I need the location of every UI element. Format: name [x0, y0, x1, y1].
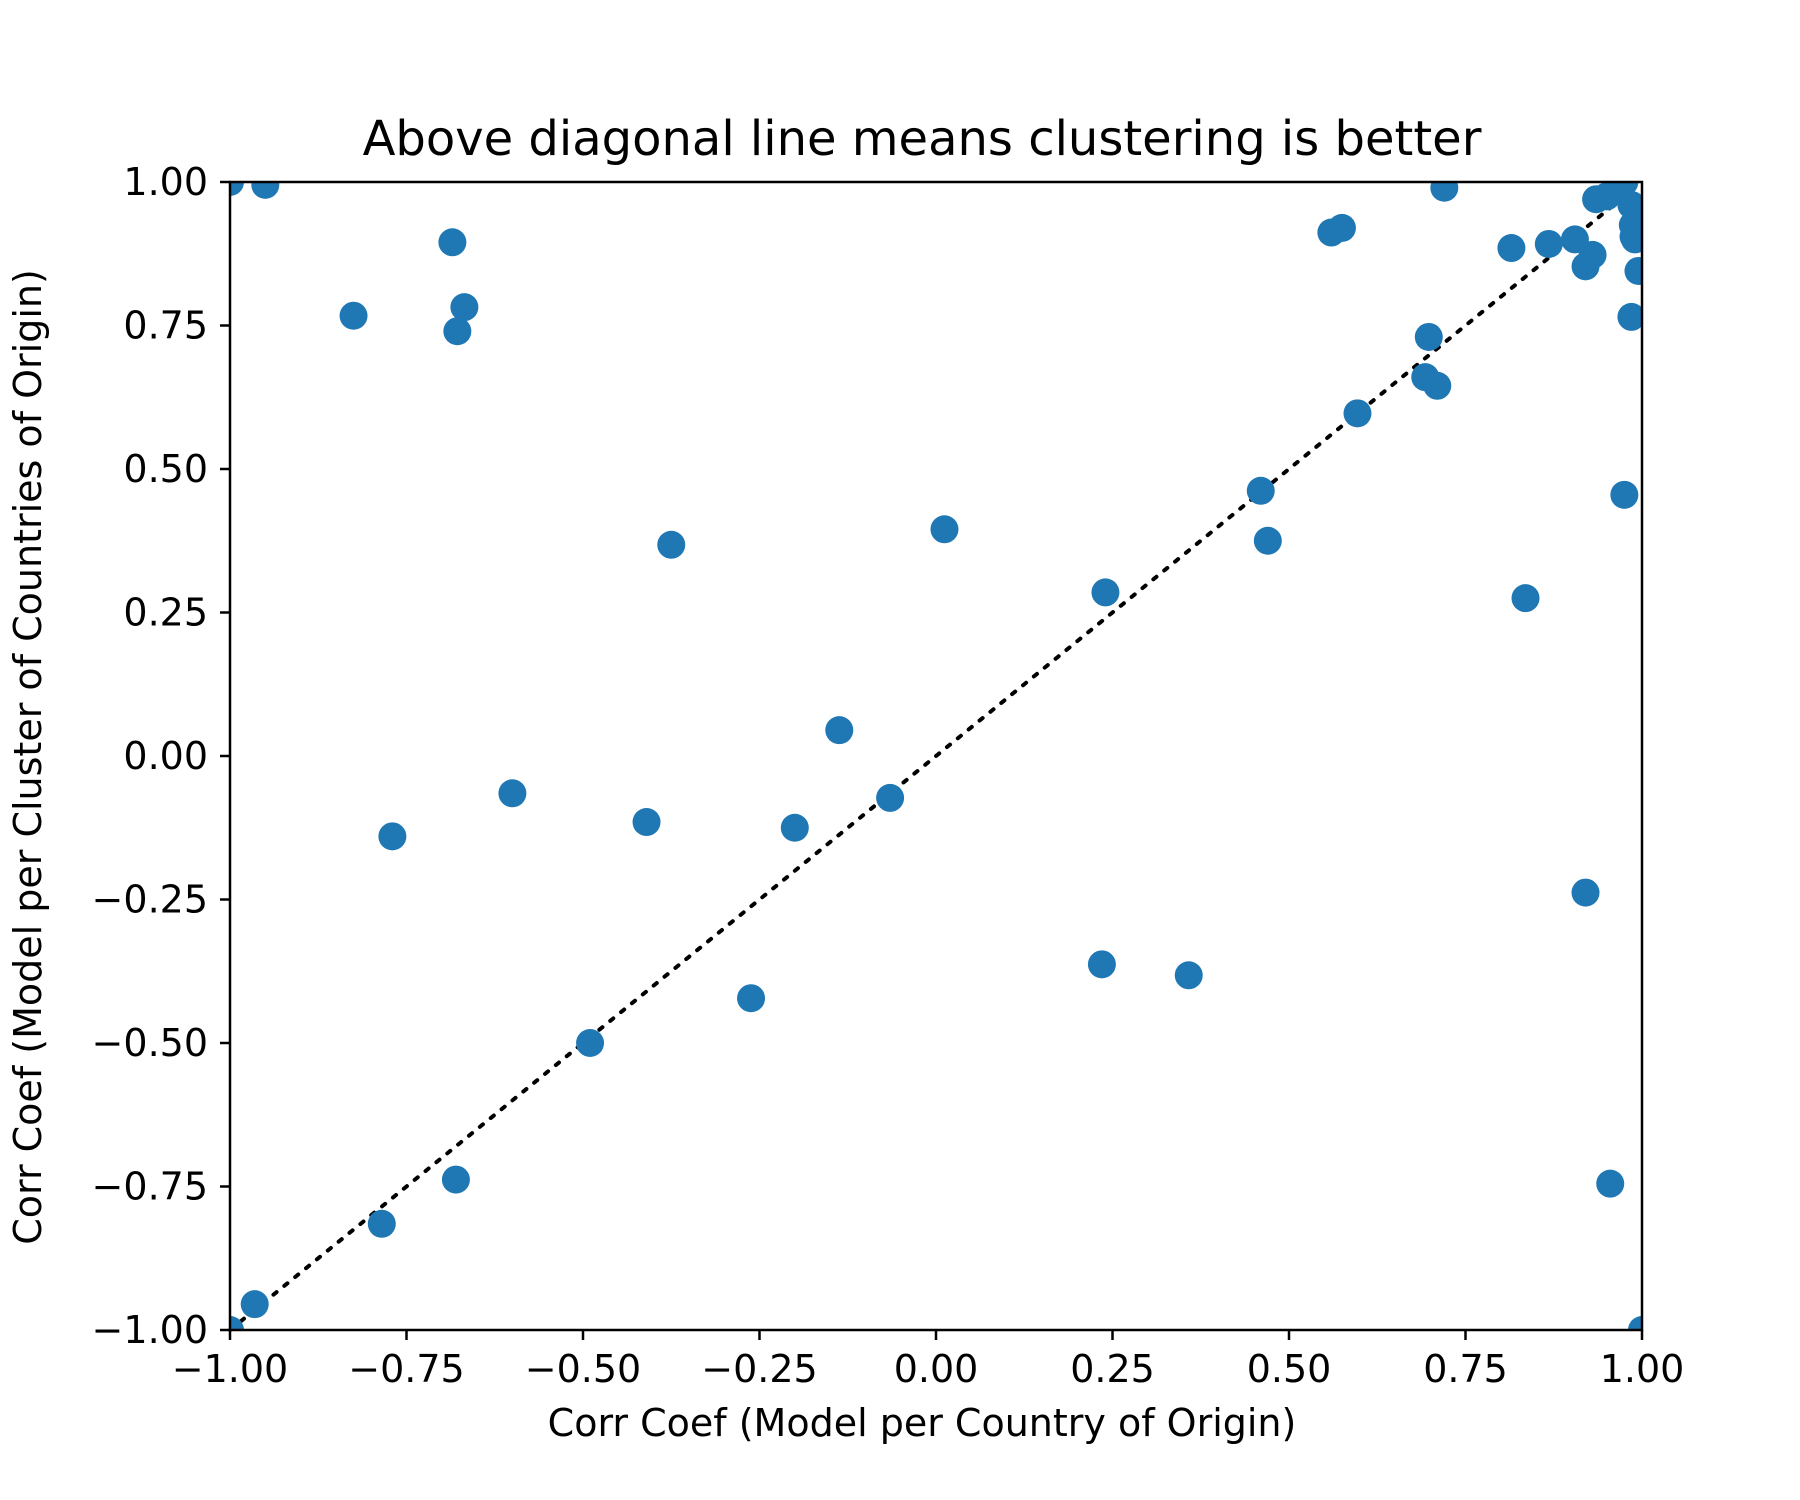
scatter-point — [1511, 584, 1540, 613]
x-tick-label: 0.25 — [1070, 1347, 1155, 1391]
scatter-point — [1497, 234, 1526, 263]
scatter-point — [498, 779, 527, 808]
scatter-point — [1617, 302, 1642, 331]
scatter-point — [1414, 322, 1443, 351]
x-tick-label: −0.75 — [348, 1347, 464, 1391]
scatter-point — [1534, 229, 1563, 258]
scatter-point — [438, 228, 467, 257]
scatter-point — [1430, 182, 1459, 202]
scatter-point — [1571, 252, 1600, 281]
scatter-point — [825, 716, 854, 745]
scatter-point — [1610, 480, 1639, 509]
scatter-point — [1596, 1169, 1625, 1198]
scatter-point — [1423, 371, 1452, 400]
scatter-point — [1253, 526, 1282, 555]
y-tick-label: 0.25 — [123, 591, 208, 635]
scatter-point — [737, 984, 766, 1013]
scatter-point — [1343, 399, 1372, 428]
scatter-point — [441, 1165, 470, 1194]
scatter-point — [876, 783, 905, 812]
scatter-point — [240, 1290, 269, 1319]
x-tick-label: 1.00 — [1600, 1347, 1685, 1391]
scatter-point — [450, 293, 479, 322]
scatter-point — [367, 1209, 396, 1238]
scatter-point — [1327, 213, 1356, 242]
scatter-point — [230, 182, 244, 196]
scatter-point — [251, 182, 280, 199]
scatter-point — [657, 530, 686, 559]
scatter-point — [230, 1316, 244, 1330]
y-tick-label: 0.00 — [123, 734, 208, 778]
scatter-point — [1091, 578, 1120, 607]
y-tick-label: 0.50 — [123, 447, 208, 491]
x-tick-label: −1.00 — [172, 1347, 288, 1391]
scatter-point — [632, 808, 661, 837]
scatter-point — [1246, 476, 1275, 505]
y-tick-label: 0.75 — [123, 304, 208, 348]
y-tick-label: 1.00 — [123, 160, 208, 204]
scatter-point — [378, 822, 407, 851]
y-tick-label: −0.25 — [92, 878, 208, 922]
y-axis-ticks: −1.00 −0.75 −0.50 −0.25 0.00 0.25 0.50 0.75 1.00 — [92, 160, 230, 1352]
y-axis-label: Corr Coef (Model per Cluster of Countrie… — [6, 269, 50, 1245]
scatter-point — [1174, 961, 1203, 990]
x-tick-label: −0.25 — [701, 1347, 817, 1391]
scatter-point — [443, 317, 472, 346]
y-tick-label: −0.50 — [92, 1021, 208, 1065]
scatter-point — [1624, 256, 1642, 285]
chart-title: Above diagonal line means clustering is … — [363, 111, 1482, 167]
y-tick-label: −1.00 — [92, 1308, 208, 1352]
scatter-point — [780, 813, 809, 842]
scatter-point — [930, 515, 959, 544]
x-tick-label: 0.00 — [894, 1347, 979, 1391]
scatter-point — [576, 1029, 605, 1057]
scatter-point — [1628, 1316, 1642, 1330]
scatter-point — [339, 301, 368, 330]
scatter-points — [230, 182, 1642, 1330]
x-axis-ticks: −1.00 −0.75 −0.50 −0.25 0.00 0.25 0.50 0.75 1.00 — [172, 1330, 1685, 1391]
x-tick-label: 0.75 — [1423, 1347, 1508, 1391]
x-axis-label: Corr Coef (Model per Country of Origin) — [548, 1401, 1297, 1445]
diagonal-reference-line — [228, 180, 1644, 1332]
scatter-point — [1571, 878, 1600, 907]
x-tick-label: 0.50 — [1247, 1347, 1332, 1391]
scatter-point — [1620, 225, 1642, 254]
scatter-point — [1087, 950, 1116, 979]
y-tick-label: −0.75 — [92, 1165, 208, 1209]
x-tick-label: −0.50 — [525, 1347, 641, 1391]
